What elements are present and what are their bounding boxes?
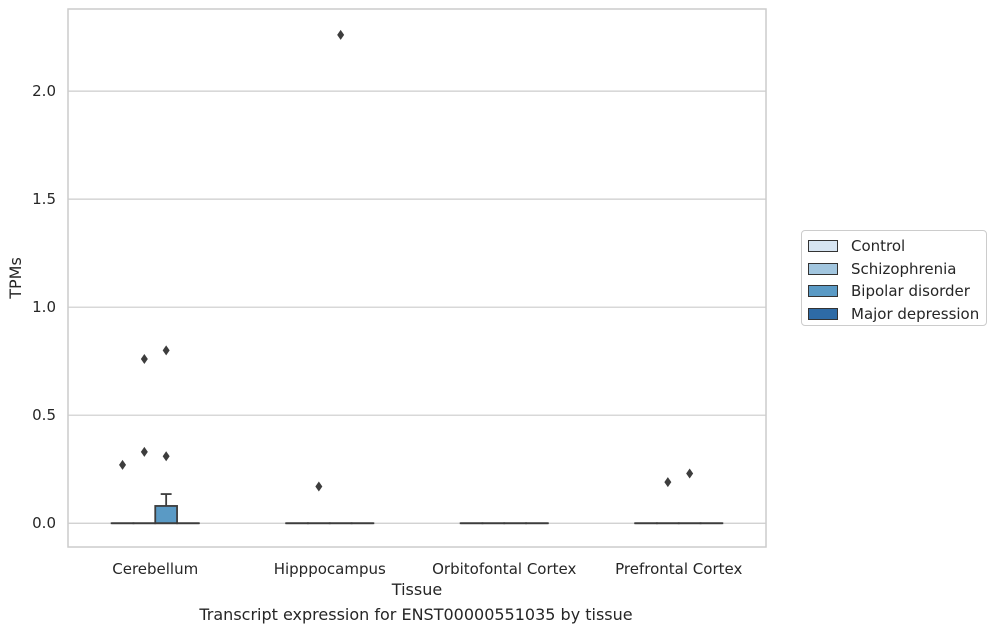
legend: Control Schizophrenia Bipolar disorder Majo… (801, 230, 987, 326)
box-plot-elements (110, 493, 724, 525)
chart-caption: Transcript expression for ENST0000055103… (199, 605, 633, 624)
outlier-point (337, 29, 345, 40)
outlier-point (140, 446, 148, 457)
legend-swatch (808, 285, 838, 298)
outlier-point (119, 459, 127, 470)
x-tick-label: Hipppocampus (274, 560, 386, 578)
x-tick-labels: Cerebellum Hipppocampus Orbitofontal Corte… (112, 560, 742, 578)
legend-label: Major depression (851, 304, 980, 323)
outlier-point (162, 345, 170, 356)
outlier-point (664, 477, 672, 488)
legend-item: Schizophrenia (808, 258, 986, 281)
legend-label: Schizophrenia (851, 259, 957, 278)
y-axis-label: TPMs (6, 257, 25, 300)
y-tick-label: 2.0 (32, 82, 56, 100)
y-tick-label: 1.5 (32, 190, 56, 208)
legend-swatch (808, 240, 838, 253)
x-tick-label: Orbitofontal Cortex (432, 560, 576, 578)
x-axis-label: Tissue (391, 580, 442, 599)
outlier-point (162, 451, 170, 462)
y-tick-label: 0.0 (32, 514, 56, 532)
y-tick-labels: 0.0 0.5 1.0 1.5 2.0 (32, 82, 56, 532)
legend-swatch (808, 307, 838, 320)
legend-swatch (808, 262, 838, 275)
x-tick-label: Prefrontal Cortex (615, 560, 742, 578)
legend-item: Major depression (808, 303, 986, 326)
outlier-points (119, 29, 694, 492)
outlier-point (686, 468, 694, 479)
y-tick-label: 1.0 (32, 298, 56, 316)
outlier-point (140, 354, 148, 365)
box (154, 505, 178, 525)
legend-item: Control (808, 235, 986, 258)
outlier-point (315, 481, 323, 492)
gridlines (68, 90, 766, 524)
plot-frame (67, 8, 767, 548)
y-tick-label: 0.5 (32, 406, 56, 424)
legend-label: Bipolar disorder (851, 282, 970, 301)
legend-label: Control (851, 237, 906, 256)
legend-item: Bipolar disorder (808, 280, 986, 303)
x-tick-label: Cerebellum (112, 560, 198, 578)
